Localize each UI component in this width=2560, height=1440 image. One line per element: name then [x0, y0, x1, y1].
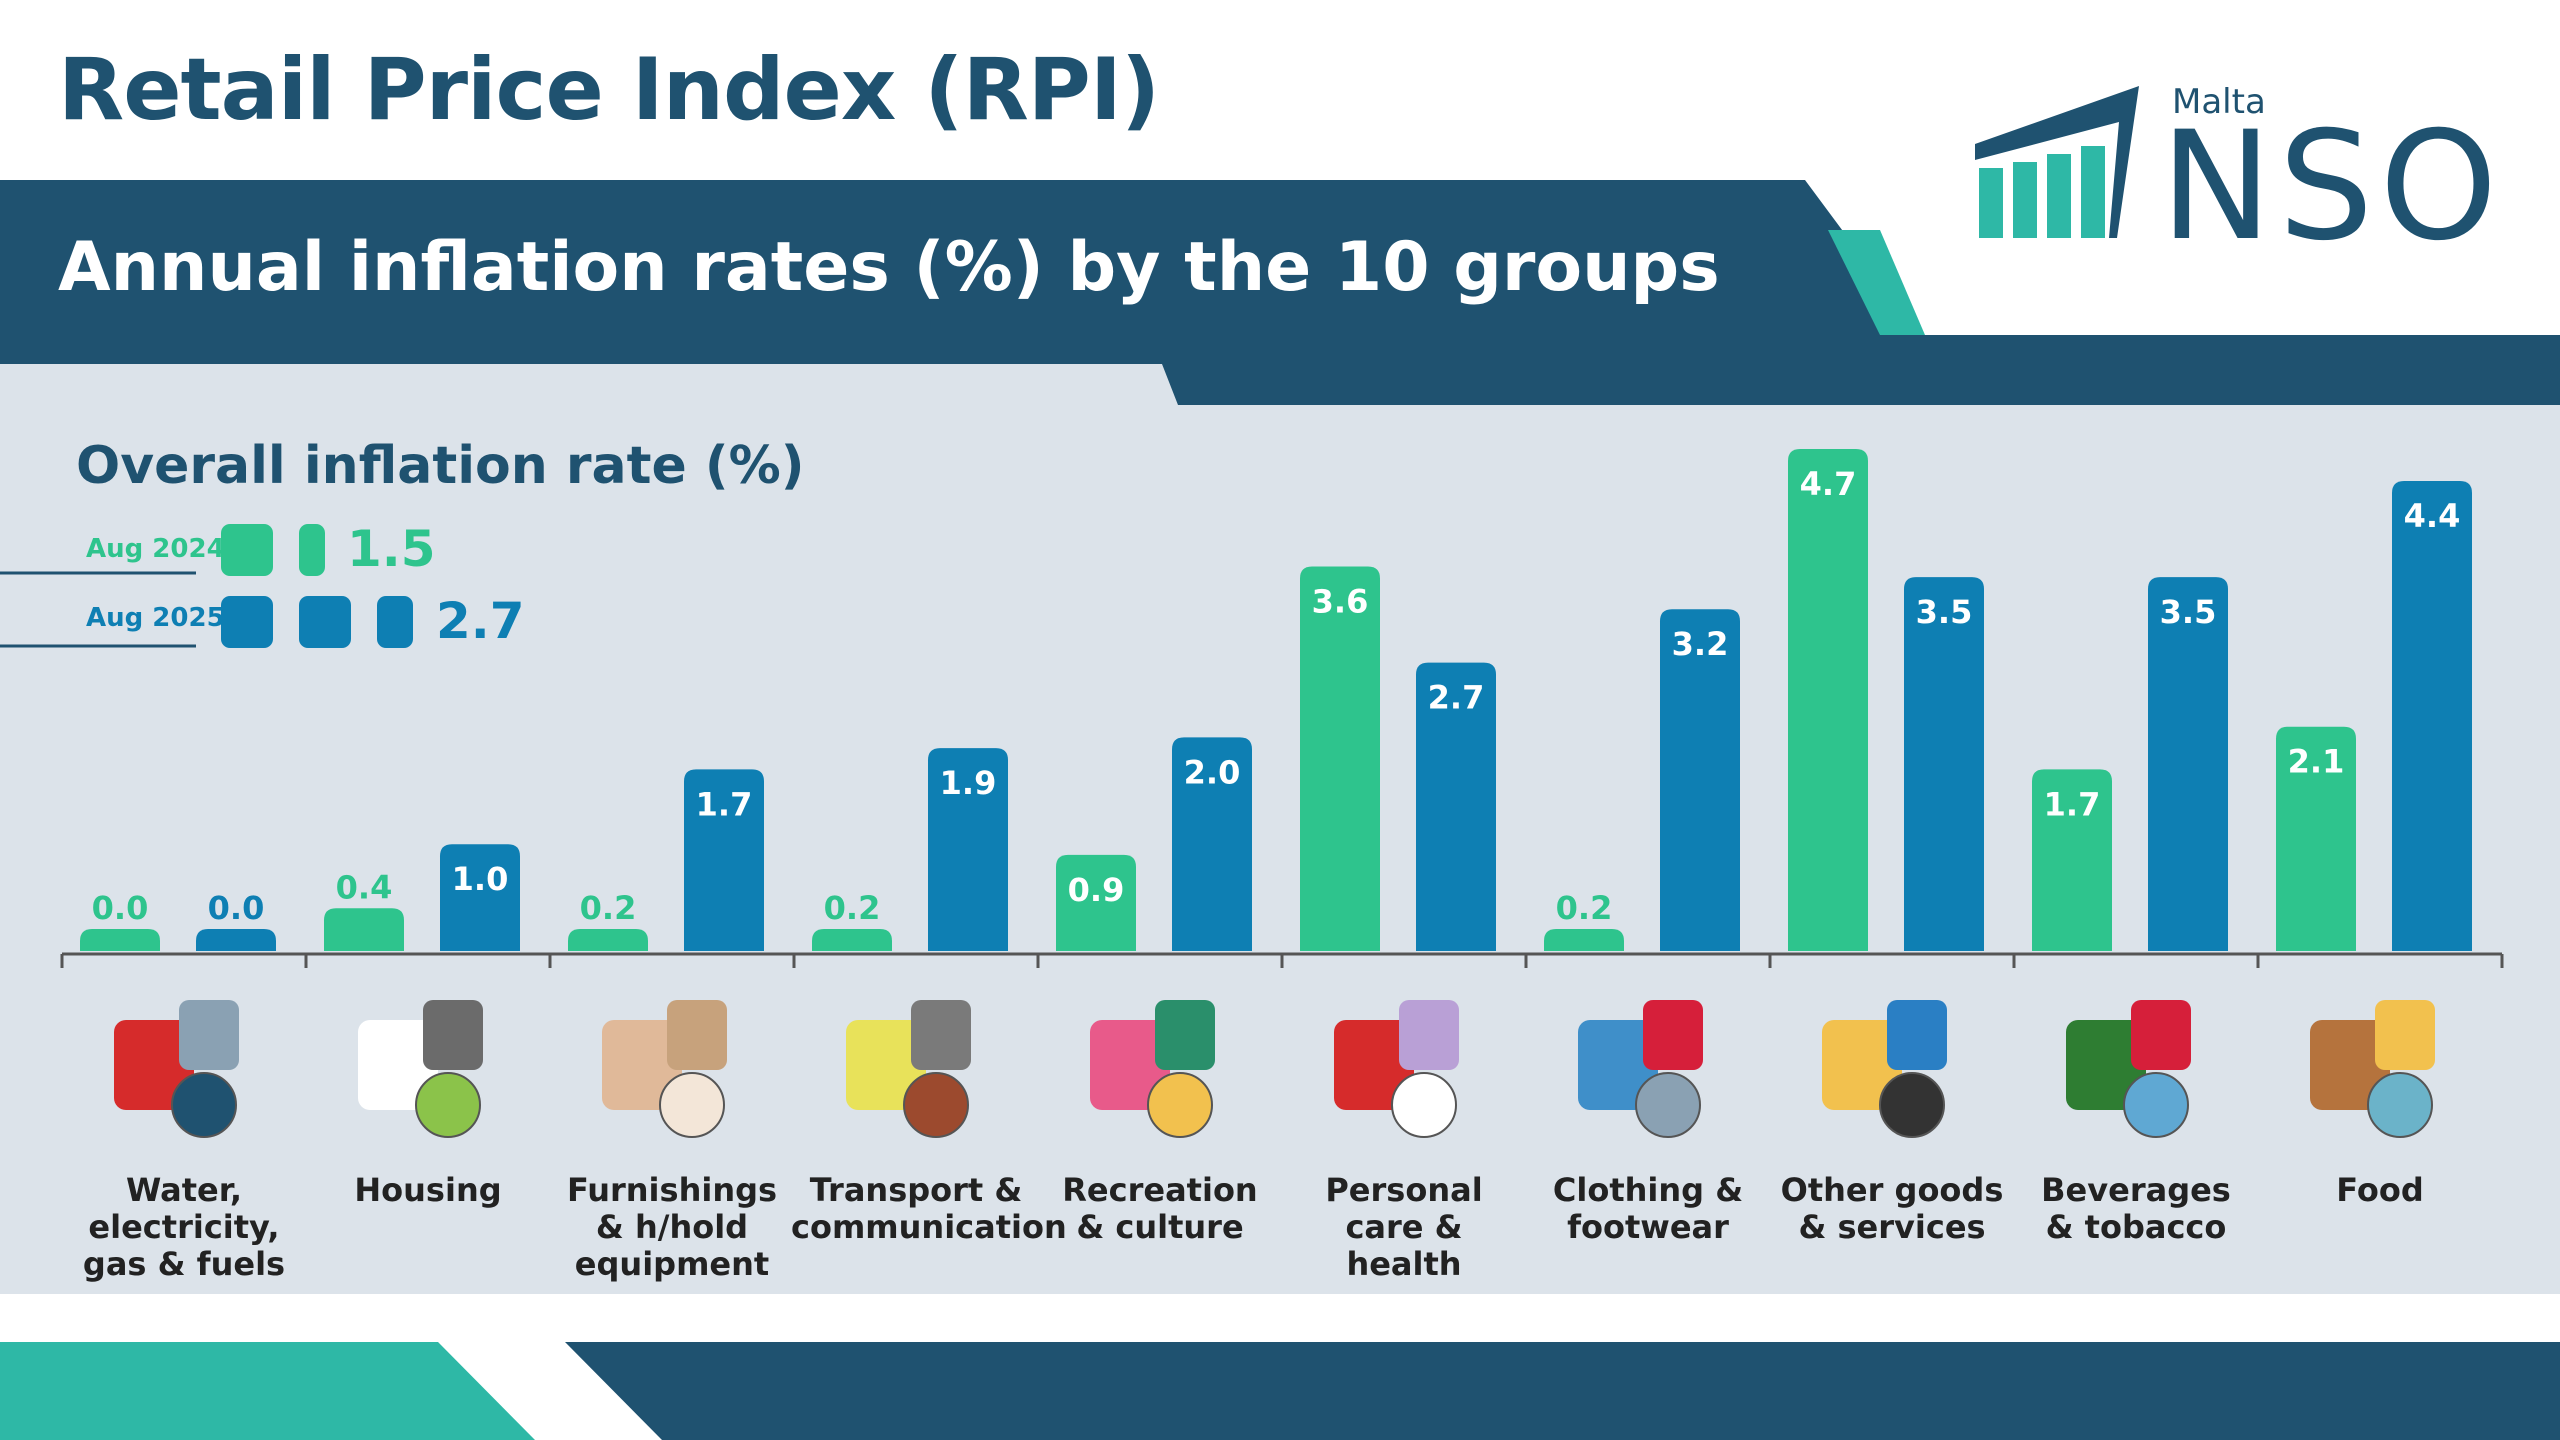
- legend-label-2024: Aug 2024: [86, 534, 225, 564]
- category-label: Food: [2336, 1171, 2424, 1209]
- bar-value-label: 2.1: [2288, 743, 2345, 781]
- bar-value-label: 0.9: [1068, 871, 1125, 909]
- bar-value-label: 0.2: [824, 889, 881, 927]
- chart-panel: [0, 364, 2560, 1294]
- food-icon: [2310, 1000, 2435, 1138]
- overall-heading: Overall inflation rate (%): [76, 436, 805, 496]
- category-label: Transport & communication: [791, 1171, 1067, 1246]
- furniture-icon: [602, 1000, 727, 1138]
- bar-aug-2025: [196, 929, 276, 951]
- bar-aug-2025: [2148, 577, 2228, 951]
- category-label: Clothing & footwear: [1552, 1171, 1744, 1246]
- category-label: Housing: [354, 1171, 502, 1209]
- header-band: [0, 180, 2560, 405]
- bar-aug-2024: [1544, 929, 1624, 951]
- bar-value-label: 1.9: [940, 764, 997, 802]
- category-label: Water, electricity, gas & fuels: [82, 1171, 286, 1283]
- bar-value-label: 0.0: [92, 889, 149, 927]
- category-label: Beverages & tobacco: [2041, 1171, 2231, 1246]
- nso-logo-icon: [1975, 86, 2139, 238]
- category-label: Other goods & services: [1780, 1171, 2004, 1246]
- bar-aug-2024: [1300, 566, 1380, 951]
- bar-value-label: 1.0: [452, 860, 509, 898]
- category-label: Personal care & health: [1325, 1171, 1483, 1283]
- other-goods-icon: [1822, 1000, 1947, 1138]
- bar-value-label: 4.4: [2404, 497, 2461, 535]
- legend-swatch: [377, 596, 413, 648]
- bar-value-label: 4.7: [1800, 465, 1857, 503]
- legend-swatch: [221, 596, 273, 648]
- bar-aug-2024: [1056, 854, 1136, 951]
- legend-swatch: [221, 524, 273, 576]
- bar-aug-2024: [2276, 726, 2356, 951]
- bar-value-label: 3.5: [2160, 593, 2217, 631]
- bar-value-label: 2.0: [1184, 753, 1241, 791]
- bar-aug-2025: [1660, 609, 1740, 951]
- legend-value-2024: 1.5: [347, 520, 436, 578]
- bar-value-label: 0.4: [336, 868, 393, 906]
- transport-icon: [846, 1000, 971, 1138]
- bar-value-label: 3.2: [1672, 625, 1729, 663]
- footer-navy: [565, 1342, 2560, 1440]
- bar-aug-2025: [2392, 481, 2472, 951]
- bar-aug-2024: [812, 929, 892, 951]
- bar-aug-2024: [324, 908, 404, 951]
- recreation-icon: [1090, 1000, 1215, 1138]
- bar-value-label: 0.2: [1556, 889, 1613, 927]
- bar-value-label: 1.7: [2044, 785, 2101, 823]
- legend-swatch: [299, 596, 351, 648]
- bar-aug-2025: [440, 844, 520, 951]
- bar-value-label: 0.2: [580, 889, 637, 927]
- bar-value-label: 2.7: [1428, 679, 1485, 717]
- legend-swatch: [299, 524, 325, 576]
- bar-aug-2025: [1416, 662, 1496, 951]
- bar-aug-2025: [1172, 737, 1252, 951]
- bar-aug-2025: [928, 748, 1008, 951]
- bar-value-label: 1.7: [696, 785, 753, 823]
- health-icon: [1334, 1000, 1459, 1138]
- footer-teal: [0, 1342, 535, 1440]
- bar-aug-2024: [80, 929, 160, 951]
- header-accent: [1828, 230, 1925, 335]
- category-label: Furnishings & h/hold equipment: [566, 1171, 778, 1283]
- bar-value-label: 3.5: [1916, 593, 1973, 631]
- page-title: Retail Price Index (RPI): [58, 40, 1160, 140]
- category-label: Recreation & culture: [1062, 1171, 1258, 1246]
- legend-label-2025: Aug 2025: [86, 603, 225, 633]
- bar-aug-2024: [568, 929, 648, 951]
- bar-aug-2024: [1788, 449, 1868, 951]
- bar-value-label: 3.6: [1312, 582, 1369, 620]
- bar-value-label: 0.0: [208, 889, 265, 927]
- page-subtitle: Annual inflation rates (%) by the 10 gro…: [58, 228, 1720, 307]
- bar-aug-2025: [1904, 577, 1984, 951]
- housing-icon: [358, 1000, 483, 1138]
- bar-aug-2024: [2032, 769, 2112, 951]
- utilities-icon: [114, 1000, 239, 1138]
- bar-aug-2025: [684, 769, 764, 951]
- logo-name: NSO: [2160, 100, 2504, 274]
- legend-value-2025: 2.7: [436, 592, 525, 650]
- logo-country: Malta: [2172, 82, 2266, 122]
- clothing-icon: [1578, 1000, 1703, 1138]
- beverages-icon: [2066, 1000, 2191, 1138]
